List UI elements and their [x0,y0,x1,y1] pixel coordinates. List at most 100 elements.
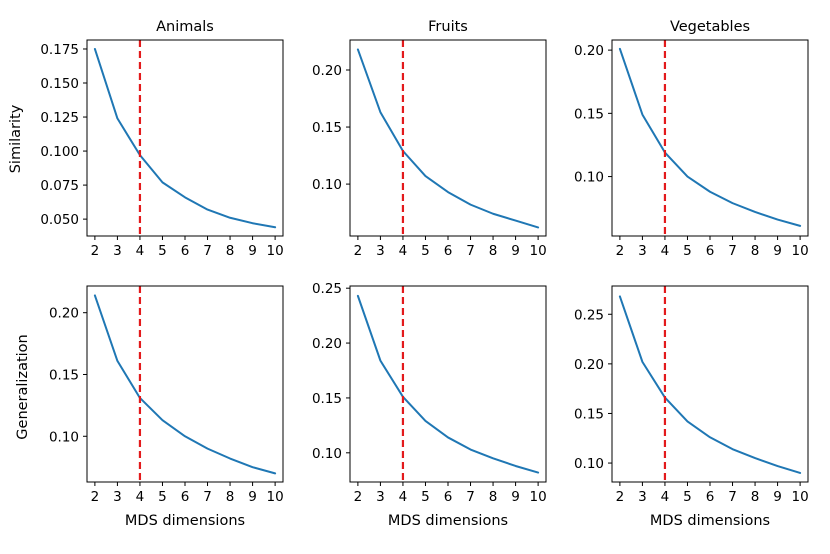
x-tick-label: 7 [466,243,475,259]
panel-title: Vegetables [670,19,750,35]
y-tick-label: 0.100 [40,144,79,160]
x-tick-label: 4 [399,243,408,259]
series-line [618,47,802,227]
x-tick-label: 4 [661,243,670,259]
x-tick-label: 4 [399,489,408,505]
y-tick-label: 0.175 [40,42,79,58]
x-tick-label: 5 [158,489,167,505]
x-tick-label: 2 [354,489,363,505]
x-tick-label: 5 [683,243,692,259]
plot-frame [349,39,547,237]
y-tick-label: 0.20 [574,357,604,373]
x-tick-label: 4 [136,243,145,259]
x-tick-label: 5 [421,489,430,505]
x-tick-label: 2 [616,489,625,505]
y-tick-label: 0.20 [312,336,342,352]
x-tick-label: 10 [267,489,284,505]
x-tick-label: 3 [113,489,122,505]
row-label-similarity: Similarity [8,104,24,173]
series-line [356,294,540,474]
x-tick-label: 8 [226,243,235,259]
x-tick-label: 8 [751,243,760,259]
plot-frame [86,285,284,483]
x-tick-label: 4 [661,489,670,505]
panel-generalization-fruits: 0.10 0.15 0.20 0.25 2 3 4 5 6 7 8 9 10 MDS dimensions [312,281,547,529]
panel-title: Animals [156,19,214,35]
y-tick-label: 0.150 [40,76,79,92]
x-tick-label: 5 [421,243,430,259]
x-tick-label: 10 [530,243,547,259]
x-tick-label: 5 [158,243,167,259]
x-tick-label: 9 [773,243,782,259]
x-tick-label: 6 [181,489,190,505]
x-tick-label: 6 [181,243,190,259]
x-tick-label: 6 [444,243,453,259]
x-axis-label: MDS dimensions [388,513,508,529]
x-tick-label: 8 [489,489,498,505]
y-tick-label: 0.15 [574,406,604,422]
plot-frame [611,39,809,237]
x-tick-label: 9 [248,489,257,505]
y-tick-label: 0.050 [40,212,79,228]
series-line [93,47,277,229]
y-tick-label: 0.20 [574,43,604,59]
y-tick-label: 0.15 [574,106,604,122]
x-tick-label: 7 [466,489,475,505]
x-tick-label: 6 [706,489,715,505]
x-tick-label: 10 [267,243,284,259]
panel-generalization-animals: 0.10 0.15 0.20 2 3 4 5 6 7 8 9 10 MDS dimensions [49,285,284,529]
panel-similarity-animals: Animals 0.050 0.075 0.100 0.125 0.150 0.175 2 3 4… [40,19,283,259]
x-axis-label: MDS dimensions [650,513,770,529]
y-tick-label: 0.20 [49,306,79,322]
y-tick-label: 0.10 [49,429,79,445]
x-tick-label: 2 [354,243,363,259]
x-tick-label: 8 [226,489,235,505]
plot-frame [349,285,547,483]
y-tick-label: 0.15 [49,367,79,383]
plot-frame [611,285,809,483]
x-tick-label: 2 [91,243,100,259]
y-tick-label: 0.10 [574,170,604,186]
x-tick-label: 7 [728,489,737,505]
y-tick-label: 0.15 [312,120,342,136]
x-tick-label: 4 [136,489,145,505]
y-tick-label: 0.075 [40,178,79,194]
x-tick-label: 5 [683,489,692,505]
x-tick-label: 7 [203,489,212,505]
x-tick-label: 9 [248,243,257,259]
x-tick-label: 3 [376,489,385,505]
x-tick-label: 6 [444,489,453,505]
x-tick-label: 9 [773,489,782,505]
series-line [356,48,540,229]
y-tick-label: 0.25 [574,307,604,323]
x-tick-label: 3 [638,489,647,505]
x-axis-label: MDS dimensions [125,513,245,529]
y-tick-label: 0.10 [312,446,342,462]
panel-similarity-vegetables: Vegetables 0.10 0.15 0.20 2 3 4 5 6 7 8 9 10 [574,19,809,259]
x-tick-label: 7 [203,243,212,259]
plot-frame [86,39,284,237]
y-tick-label: 0.20 [312,63,342,79]
x-tick-label: 6 [706,243,715,259]
y-tick-label: 0.10 [312,177,342,193]
x-tick-label: 8 [751,489,760,505]
x-tick-label: 3 [113,243,122,259]
y-tick-label: 0.25 [312,281,342,297]
panel-generalization-vegetables: 0.10 0.15 0.20 0.25 2 3 4 5 6 7 8 9 10 MDS dimensions [574,285,809,529]
x-tick-label: 8 [489,243,498,259]
panel-similarity-fruits: Fruits 0.10 0.15 0.20 2 3 4 5 6 7 8 9 10 [312,19,547,259]
y-tick-label: 0.125 [40,110,79,126]
row-label-generalization: Generalization [15,334,31,439]
x-tick-label: 7 [728,243,737,259]
x-tick-label: 9 [511,489,520,505]
x-tick-label: 10 [792,243,809,259]
x-tick-label: 10 [792,489,809,505]
x-tick-label: 2 [91,489,100,505]
x-tick-label: 9 [511,243,520,259]
y-tick-label: 0.10 [574,456,604,472]
x-tick-label: 3 [376,243,385,259]
x-tick-label: 3 [638,243,647,259]
y-tick-label: 0.15 [312,391,342,407]
